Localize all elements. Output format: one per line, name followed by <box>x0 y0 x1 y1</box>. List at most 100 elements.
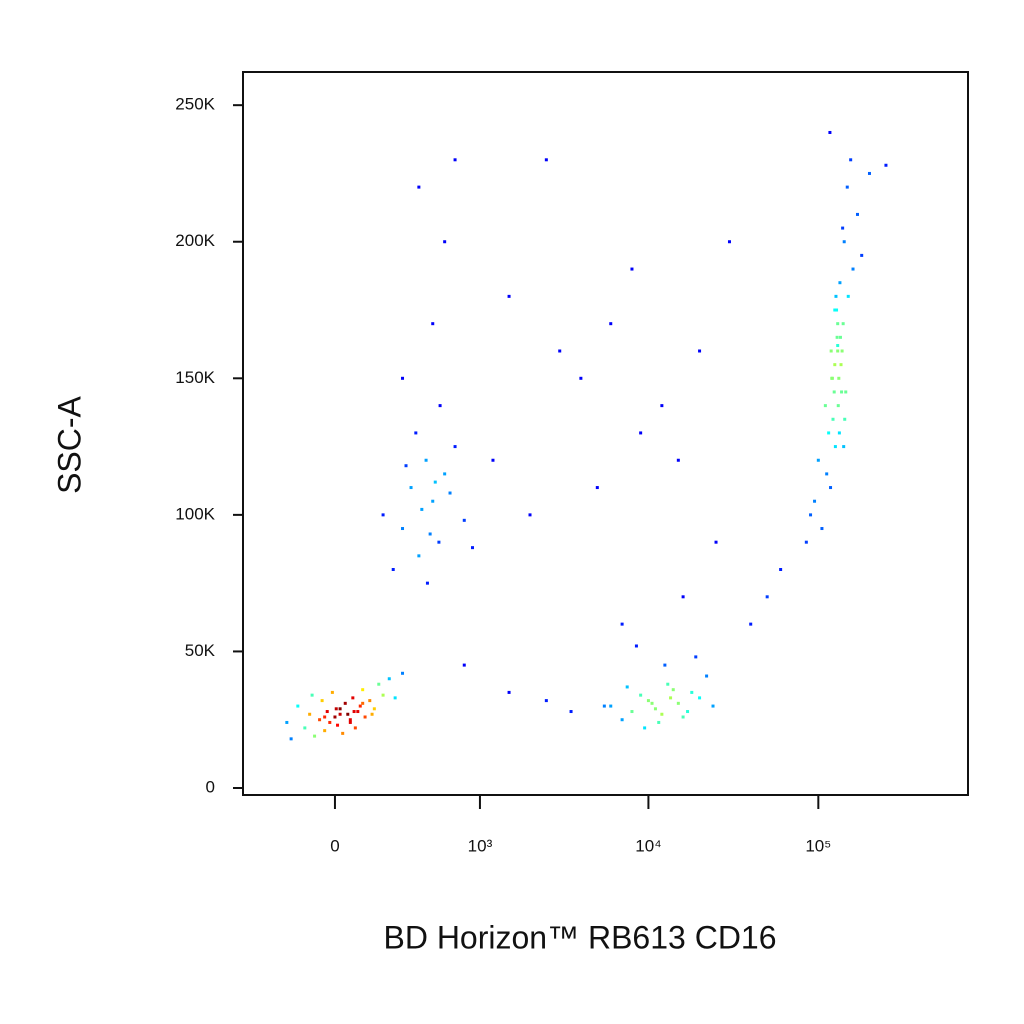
event-dot <box>289 737 293 741</box>
event-dot <box>602 704 606 708</box>
event-dot <box>528 513 532 517</box>
event-dot <box>303 726 307 730</box>
event-dot <box>507 294 511 298</box>
event-dot <box>352 710 356 714</box>
event-dot <box>343 701 347 705</box>
event-dot <box>437 540 441 544</box>
event-dot <box>838 281 842 285</box>
event-dot <box>714 540 718 544</box>
event-dot <box>401 527 405 531</box>
y-tick-label: 50K <box>185 641 216 660</box>
event-dot <box>846 294 850 298</box>
event-dot <box>860 253 864 257</box>
event-dot <box>823 404 827 408</box>
event-dot <box>816 458 820 462</box>
event-dot <box>334 707 338 711</box>
event-dot <box>328 720 332 724</box>
event-dot <box>694 655 698 659</box>
event-dot <box>401 671 405 675</box>
event-dot <box>849 158 853 162</box>
event-dot <box>851 267 855 271</box>
event-dot <box>765 595 769 599</box>
event-dot <box>381 693 385 697</box>
event-dot <box>453 158 457 162</box>
event-dot <box>353 726 357 730</box>
event-dot <box>507 690 511 694</box>
event-dot <box>438 404 442 408</box>
event-dot <box>285 720 289 724</box>
event-dot <box>609 322 613 326</box>
event-dot <box>325 710 329 714</box>
event-dot <box>639 693 643 697</box>
event-dot <box>660 712 664 716</box>
event-dot <box>363 715 367 719</box>
event-dot <box>634 644 638 648</box>
event-dot <box>842 445 846 449</box>
event-dot <box>346 712 350 716</box>
event-dot <box>705 674 709 678</box>
event-dot <box>650 701 654 705</box>
event-dot <box>544 158 548 162</box>
x-tick-label: 10⁴ <box>635 836 661 855</box>
event-dot <box>840 390 844 394</box>
plot-frame <box>242 71 969 796</box>
event-dot <box>341 731 345 735</box>
event-dot <box>401 376 405 380</box>
event-dot <box>356 710 360 714</box>
event-dot <box>657 720 661 724</box>
x-tick-label: 10³ <box>468 836 493 855</box>
event-dot <box>428 532 432 536</box>
event-dot <box>820 527 824 531</box>
event-dot <box>825 472 829 476</box>
event-dot <box>330 690 334 694</box>
y-tick-label: 100K <box>175 504 215 523</box>
event-dot <box>333 715 337 719</box>
event-dot <box>414 431 418 435</box>
event-dot <box>404 464 408 468</box>
event-dot <box>845 185 849 189</box>
event-dot <box>348 720 352 724</box>
event-dot <box>620 718 624 722</box>
event-dot <box>830 376 834 380</box>
event-dot <box>471 546 475 550</box>
event-dot <box>884 163 888 167</box>
event-dot <box>433 480 437 484</box>
event-dot <box>842 240 846 244</box>
event-dot <box>443 240 447 244</box>
event-dot <box>838 335 842 339</box>
event-dot <box>676 458 680 462</box>
event-dot <box>663 663 667 667</box>
event-dot <box>308 712 312 716</box>
event-dot <box>829 349 833 353</box>
event-dot <box>660 404 664 408</box>
event-dot <box>313 734 317 738</box>
event-dot <box>690 690 694 694</box>
event-dot <box>836 349 840 353</box>
event-dot <box>417 185 421 189</box>
event-dot <box>839 363 843 367</box>
event-dot <box>639 431 643 435</box>
event-dot <box>320 699 324 703</box>
event-dot <box>348 718 352 722</box>
event-dot <box>620 622 624 626</box>
event-dot <box>836 404 840 408</box>
event-dot <box>424 458 428 462</box>
event-dot <box>727 240 731 244</box>
event-dot <box>431 322 435 326</box>
y-tick-label: 0 <box>206 777 215 796</box>
event-dot <box>323 729 327 733</box>
event-dot <box>686 710 690 714</box>
event-dot <box>841 322 845 326</box>
event-dot <box>338 707 342 711</box>
event-dot <box>834 294 838 298</box>
event-dot <box>804 540 808 544</box>
event-dot <box>462 663 466 667</box>
event-dot <box>336 723 340 727</box>
event-dot <box>828 130 832 134</box>
event-dot <box>609 704 613 708</box>
event-dot <box>836 344 840 348</box>
event-dot <box>372 707 376 711</box>
event-dot <box>630 710 634 714</box>
event-dot <box>836 322 840 326</box>
x-tick-label: 0 <box>330 836 339 855</box>
